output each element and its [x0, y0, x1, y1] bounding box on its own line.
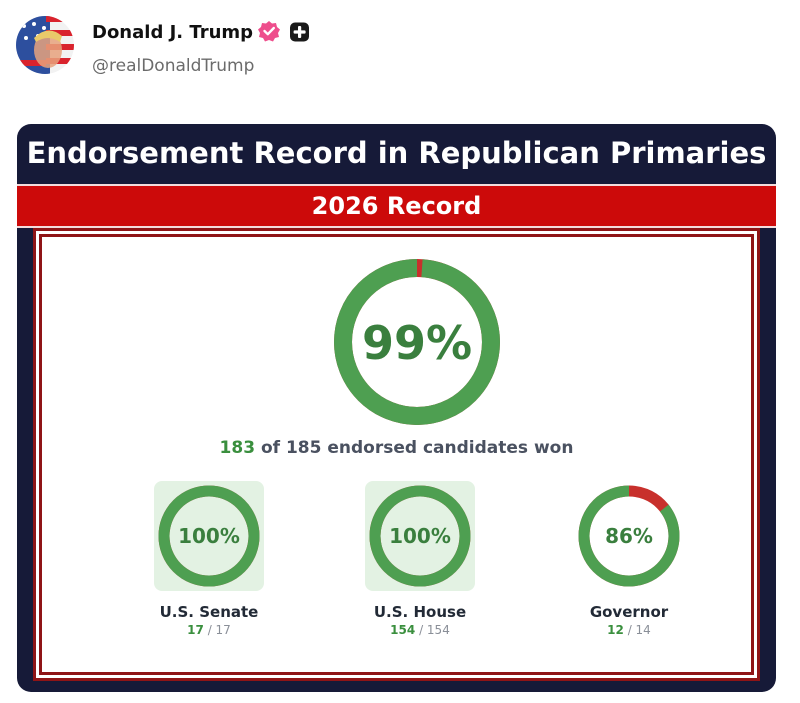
- stat-house-arc: [369, 485, 471, 587]
- stat-senate-label: U.S. Senate: [159, 603, 259, 621]
- stat-governor-total: / 14: [627, 623, 651, 637]
- stat-governor-label: Governor: [589, 603, 669, 621]
- record-subtitle: 2026 Record: [311, 192, 482, 220]
- author-name[interactable]: Donald J. Trump: [92, 22, 254, 43]
- panel-frame: 99% 183 of 185 endorsed candidates won 1…: [33, 228, 760, 681]
- summary-total: of 185 endorsed candidates won: [260, 438, 574, 458]
- stat-governor-arc: [578, 485, 680, 587]
- stat-governor: 86% Governor 12 / 14: [554, 481, 694, 651]
- plus-badge-icon: [290, 22, 309, 42]
- stat-governor-counts: 12 / 14: [554, 623, 704, 637]
- avatar[interactable]: [16, 16, 74, 74]
- stats-panel: 99% 183 of 185 endorsed candidates won 1…: [42, 237, 751, 672]
- card-title: Endorsement Record in Republican Primari…: [26, 136, 767, 170]
- endorsement-card: Endorsement Record in Republican Primari…: [17, 124, 776, 692]
- stat-house: 100% U.S. House 154 / 154: [345, 481, 485, 651]
- stat-governor-percent: 86%: [605, 524, 653, 548]
- author-handle[interactable]: @realDonaldTrump: [92, 56, 255, 76]
- stat-house-won: 154: [390, 623, 416, 637]
- stat-senate-won: 17: [187, 623, 204, 637]
- stat-house-percent: 100%: [389, 524, 451, 548]
- stat-senate-ring: 100%: [158, 485, 260, 587]
- post-header: Donald J. Trump @realDonaldTrump: [16, 16, 776, 78]
- stat-senate-arc: [158, 485, 260, 587]
- stat-governor-won: 12: [607, 623, 624, 637]
- main-percent: 99%: [362, 316, 472, 370]
- stat-house-highlight: [365, 481, 475, 591]
- verified-badge-icon: [258, 21, 280, 42]
- stat-senate-total: / 17: [207, 623, 231, 637]
- summary-won: 183: [219, 438, 256, 458]
- stat-senate-highlight: [154, 481, 264, 591]
- stat-house-counts: 154 / 154: [345, 623, 495, 637]
- stat-senate: 100% U.S. Senate 17 / 17: [134, 481, 274, 651]
- record-band: 2026 Record: [17, 184, 776, 228]
- main-ring: 99%: [334, 259, 500, 425]
- stat-senate-counts: 17 / 17: [134, 623, 284, 637]
- stat-senate-percent: 100%: [178, 524, 240, 548]
- stat-house-total: / 154: [419, 623, 450, 637]
- stat-house-ring: 100%: [369, 485, 471, 587]
- main-ring-arc: [334, 259, 500, 425]
- stat-house-label: U.S. House: [373, 603, 467, 621]
- stat-governor-ring: 86%: [578, 485, 680, 587]
- summary-text: 183 of 185 endorsed candidates won: [42, 438, 751, 458]
- badges: [258, 20, 314, 44]
